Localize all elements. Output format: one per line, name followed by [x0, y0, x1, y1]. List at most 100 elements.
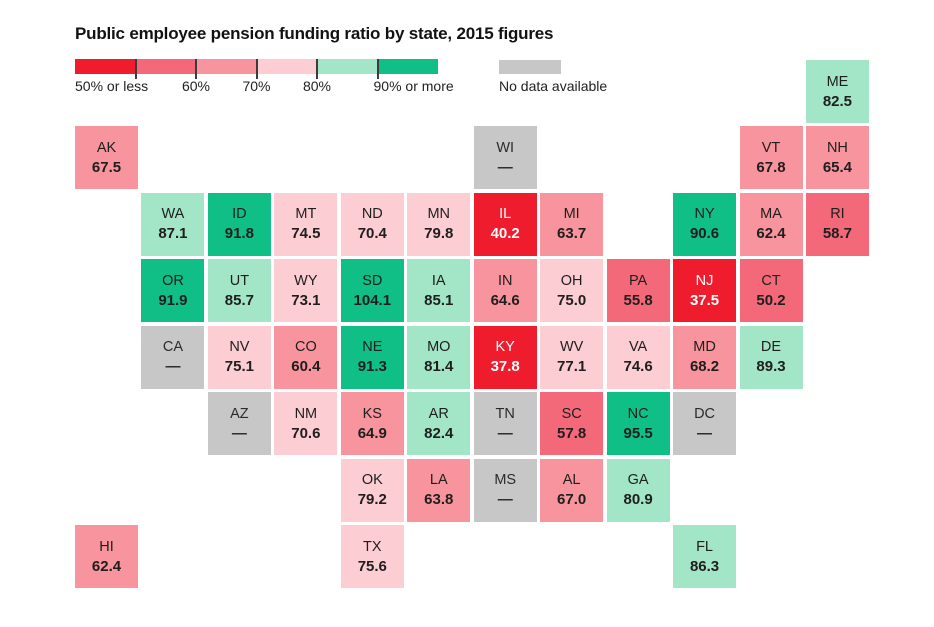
state-value: 89.3 — [756, 358, 786, 376]
state-value: 91.8 — [224, 225, 254, 243]
state-value: 91.9 — [158, 291, 188, 309]
legend-tick — [195, 59, 197, 79]
legend-label: 90% or more — [373, 78, 454, 94]
state-tile-md: MD 68.2 — [673, 325, 737, 389]
state-value: 50.2 — [756, 291, 786, 309]
state-value: — — [497, 424, 513, 442]
state-value: 65.4 — [822, 158, 853, 176]
state-abbr: AZ — [230, 405, 249, 422]
state-tile-co: CO 60.4 — [274, 325, 338, 389]
state-tile-al: AL 67.0 — [540, 458, 604, 522]
state-abbr: TX — [363, 538, 382, 555]
state-abbr: AR — [428, 405, 449, 422]
state-tile-mt: MT 74.5 — [274, 192, 338, 256]
state-tile-ct: CT 50.2 — [739, 259, 803, 323]
state-value: 64.6 — [490, 291, 520, 309]
state-value: — — [231, 424, 247, 442]
state-abbr: DC — [694, 405, 716, 422]
state-abbr: OH — [560, 272, 583, 289]
state-value: 81.4 — [424, 358, 454, 376]
state-abbr: MD — [693, 339, 716, 356]
state-value: 80.9 — [623, 491, 653, 509]
state-tile-nm: NM 70.6 — [274, 392, 338, 456]
state-value: 70.4 — [357, 225, 387, 243]
state-tile-ky: KY 37.8 — [473, 325, 537, 389]
state-tile-sd: SD 104.1 — [340, 259, 404, 323]
state-abbr: CA — [162, 339, 184, 356]
state-value: 64.9 — [357, 424, 387, 442]
state-tile-tx: TX 75.6 — [340, 525, 404, 589]
legend-segment — [317, 59, 378, 74]
state-tile-mo: MO 81.4 — [407, 325, 471, 389]
state-abbr: TN — [495, 405, 515, 422]
state-tile-mi: MI 63.7 — [540, 192, 604, 256]
state-value: 75.1 — [224, 358, 254, 376]
state-abbr: ID — [232, 206, 247, 223]
state-value: 104.1 — [353, 291, 392, 309]
state-value: 63.7 — [557, 225, 587, 243]
state-abbr: IN — [497, 272, 513, 289]
state-tile-pa: PA 55.8 — [606, 259, 670, 323]
legend-segment — [256, 59, 317, 74]
state-abbr: MO — [427, 339, 451, 356]
state-tile-mn: MN 79.8 — [407, 192, 471, 256]
state-tile-hi: HI 62.4 — [75, 525, 138, 589]
state-value: 62.4 — [756, 225, 786, 243]
legend-label: 70% — [242, 78, 271, 94]
state-value: 82.5 — [822, 92, 853, 110]
state-tile-il: IL 40.2 — [473, 192, 537, 256]
state-tile-nh: NH 65.4 — [805, 126, 869, 190]
state-tile-ms: MS — — [473, 458, 537, 522]
state-abbr: IL — [499, 206, 512, 223]
state-tile-ar: AR 82.4 — [407, 392, 471, 456]
state-abbr: AL — [562, 472, 581, 489]
state-value: 74.5 — [291, 225, 321, 243]
state-value: 58.7 — [822, 225, 853, 243]
state-abbr: MT — [295, 206, 317, 223]
state-tile-ok: OK 79.2 — [340, 458, 404, 522]
state-tile-va: VA 74.6 — [606, 325, 670, 389]
state-tile-in: IN 64.6 — [473, 259, 537, 323]
state-tile-ga: GA 80.9 — [606, 458, 670, 522]
state-abbr: IA — [431, 272, 446, 289]
state-tile-ri: RI 58.7 — [805, 192, 869, 256]
legend-tick — [316, 59, 318, 79]
legend-label: 50% or less — [75, 78, 149, 94]
state-tile-me: ME 82.5 — [805, 60, 869, 123]
state-value: 62.4 — [91, 557, 122, 575]
legend-segment — [75, 59, 136, 74]
state-tile-nd: ND 70.4 — [340, 192, 404, 256]
state-value: 63.8 — [424, 491, 454, 509]
state-tile-tn: TN — — [473, 392, 537, 456]
state-value: 67.0 — [557, 491, 587, 509]
legend-color-bar — [75, 59, 438, 74]
state-value: 79.2 — [357, 491, 387, 509]
state-abbr: DE — [760, 339, 782, 356]
state-value: 86.3 — [689, 557, 720, 575]
state-abbr: OK — [361, 472, 383, 489]
state-value: 85.7 — [224, 291, 254, 309]
state-tile-or: OR 91.9 — [141, 259, 205, 323]
state-value: 74.6 — [623, 358, 653, 376]
state-abbr: PA — [628, 272, 648, 289]
state-abbr: NJ — [695, 272, 714, 289]
state-abbr: NV — [229, 339, 250, 356]
state-abbr: WV — [559, 339, 584, 356]
legend-no-data-swatch — [499, 60, 561, 74]
state-tile-wi: WI — — [473, 126, 537, 190]
state-tile-wy: WY 73.1 — [274, 259, 338, 323]
state-tile-de: DE 89.3 — [739, 325, 803, 389]
state-tile-nv: NV 75.1 — [207, 325, 271, 389]
state-tile-ny: NY 90.6 — [673, 192, 737, 256]
state-value: 68.2 — [689, 358, 720, 376]
state-abbr: MA — [760, 206, 782, 223]
state-value: 75.6 — [357, 557, 387, 575]
legend-tick — [376, 59, 379, 79]
state-value: 67.5 — [91, 158, 122, 176]
state-abbr: VT — [761, 139, 781, 156]
state-value: 37.8 — [490, 358, 520, 376]
state-value: 85.1 — [424, 291, 454, 309]
chart-title: Public employee pension funding ratio by… — [75, 24, 554, 43]
state-abbr: AK — [96, 139, 117, 156]
legend-label: 80% — [302, 78, 332, 94]
